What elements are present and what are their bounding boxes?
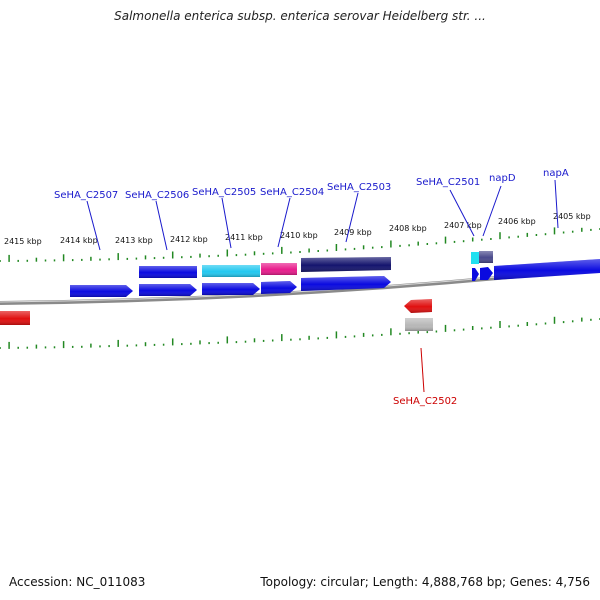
gene-napA[interactable] bbox=[494, 259, 600, 280]
genome-summary-text: Topology: circular; Length: 4,888,768 bp… bbox=[260, 575, 590, 589]
accession-text: Accession: NC_011083 bbox=[9, 575, 146, 589]
gene-label-SeHA_C2507[interactable]: SeHA_C2507 bbox=[54, 190, 118, 201]
gene-SeHA_C2501[interactable] bbox=[472, 268, 479, 281]
scale-ticks-inner bbox=[0, 316, 600, 349]
leader-line bbox=[155, 200, 168, 251]
gene-SeHA_C2504-upper[interactable] bbox=[261, 263, 297, 275]
gene-label-napA[interactable]: napA bbox=[543, 168, 569, 179]
leader-line bbox=[86, 200, 101, 251]
gene-label-SeHA_C2501[interactable]: SeHA_C2501 bbox=[416, 177, 480, 188]
gene-label-SeHA_C2505[interactable]: SeHA_C2505 bbox=[192, 187, 256, 198]
gene-SeHA_C2506[interactable] bbox=[139, 284, 197, 296]
kbp-label: 2410 kbp bbox=[280, 231, 318, 240]
gene-SeHA_C2503-upper[interactable] bbox=[301, 257, 391, 272]
kbp-label: 2405 kbp bbox=[553, 212, 591, 221]
gene-SeHA_C2507[interactable] bbox=[70, 285, 133, 297]
kbp-label: 2409 kbp bbox=[334, 228, 372, 237]
genome-title: Salmonella enterica subsp. enterica sero… bbox=[114, 9, 486, 23]
gene-SeHA_C2506-upper[interactable] bbox=[139, 266, 197, 278]
leader-line bbox=[420, 347, 425, 393]
gene-label-SeHA_C2503[interactable]: SeHA_C2503 bbox=[327, 182, 391, 193]
kbp-label: 2412 kbp bbox=[170, 235, 208, 244]
gene-reverse-left-edge[interactable] bbox=[0, 311, 30, 325]
kbp-label: 2411 kbp bbox=[225, 233, 263, 242]
leader-line bbox=[482, 185, 502, 237]
gene-SeHA_C2502[interactable] bbox=[404, 299, 432, 313]
leader-line bbox=[345, 192, 359, 243]
kbp-label: 2406 kbp bbox=[498, 217, 536, 226]
gene-label-napD[interactable]: napD bbox=[489, 173, 516, 184]
gene-SeHA_C2502-lower[interactable] bbox=[405, 318, 433, 331]
leader-line bbox=[554, 179, 559, 229]
kbp-label: 2413 kbp bbox=[115, 236, 153, 245]
gene-label-SeHA_C2504[interactable]: SeHA_C2504 bbox=[260, 187, 324, 198]
leader-line bbox=[277, 197, 291, 248]
scale-ticks-outer bbox=[0, 227, 600, 262]
kbp-label: 2407 kbp bbox=[444, 221, 482, 230]
gene-SeHA_C2505-upper[interactable] bbox=[202, 265, 260, 277]
gene-label-SeHA_C2502[interactable]: SeHA_C2502 bbox=[393, 396, 457, 407]
kbp-label: 2414 kbp bbox=[60, 236, 98, 245]
gene-napD-upper[interactable] bbox=[479, 251, 493, 263]
kbp-label: 2408 kbp bbox=[389, 224, 427, 233]
kbp-label: 2415 kbp bbox=[4, 237, 42, 246]
leader-line bbox=[449, 189, 475, 237]
gene-SeHA_C2505[interactable] bbox=[202, 283, 260, 295]
leader-line bbox=[221, 197, 232, 249]
gene-SeHA_C2504[interactable] bbox=[261, 281, 297, 294]
gene-label-SeHA_C2506[interactable]: SeHA_C2506 bbox=[125, 190, 189, 201]
gene-SeHA_C2501-upper[interactable] bbox=[471, 252, 479, 264]
gene-napD[interactable] bbox=[480, 267, 493, 280]
gene-SeHA_C2503[interactable] bbox=[301, 276, 391, 291]
